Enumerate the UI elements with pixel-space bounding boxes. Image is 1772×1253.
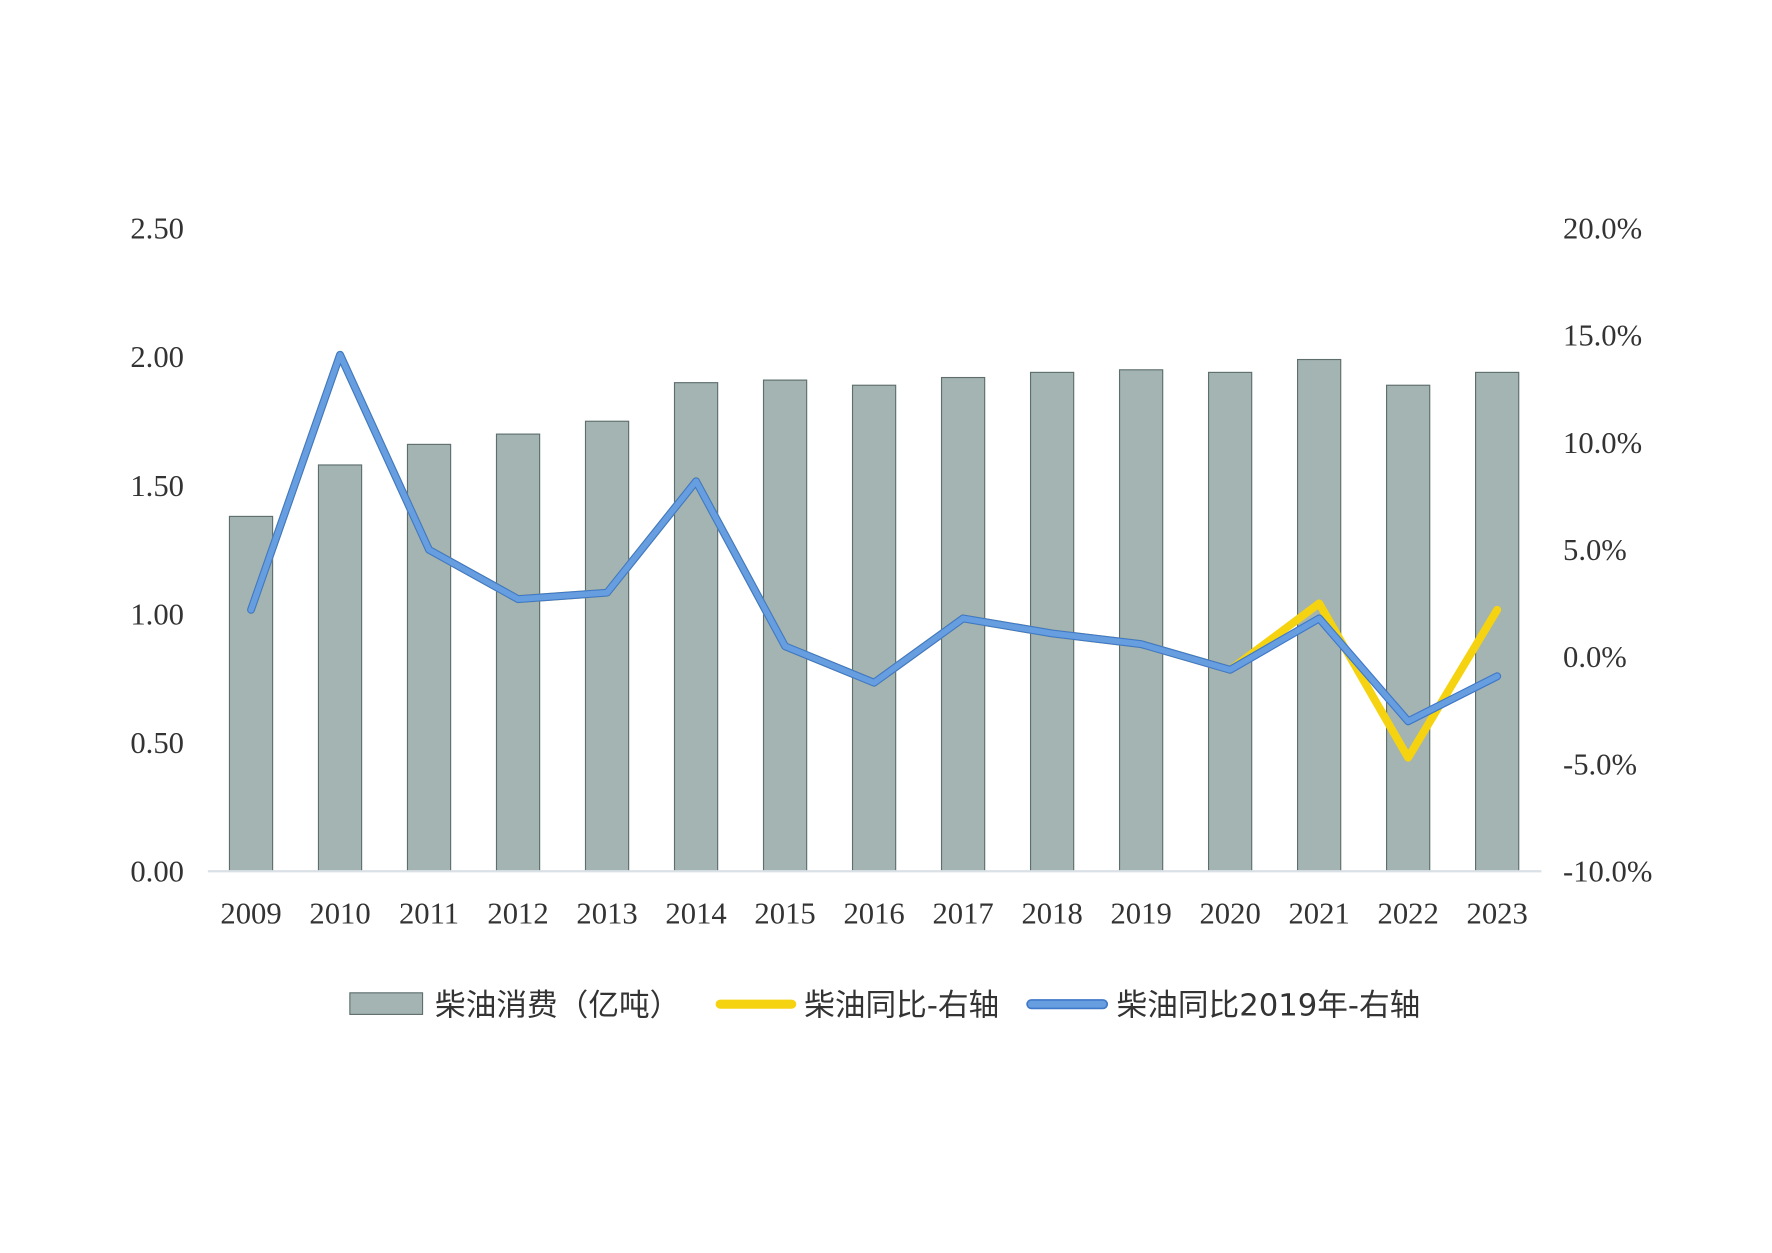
x-tick-label: 2010	[309, 897, 370, 931]
left-tick-label: 1.50	[130, 469, 184, 503]
bar-2012	[495, 433, 541, 872]
bar-2018	[1029, 371, 1075, 872]
bar-2020	[1207, 371, 1253, 872]
left-tick-label: 2.00	[130, 340, 184, 374]
bar-2023	[1475, 371, 1520, 872]
left-tick-label: 2.50	[130, 212, 184, 246]
left-tick-label: 0.50	[130, 726, 184, 760]
legend-swatch-bar	[349, 992, 424, 1015]
right-tick-label: 20.0%	[1563, 212, 1642, 246]
left-tick-label: 0.00	[130, 855, 184, 889]
left-axis-ticks: 0.00 0.50 1.00 1.50 2.00 2.50	[130, 212, 184, 889]
right-tick-label: 10.0%	[1563, 426, 1642, 460]
bar-2013	[584, 420, 630, 872]
x-tick-label: 2011	[399, 897, 459, 931]
bar-series	[228, 358, 1520, 872]
x-tick-label: 2016	[843, 897, 904, 931]
x-tick-label: 2020	[1199, 897, 1260, 931]
right-tick-label: 5.0%	[1563, 533, 1627, 567]
x-tick-label: 2015	[754, 897, 815, 931]
x-tick-label: 2017	[932, 897, 993, 931]
legend-label-vs2019: 柴油同比2019年-右轴	[1117, 989, 1421, 1024]
x-tick-label: 2014	[665, 897, 726, 931]
x-tick-label: 2019	[1110, 897, 1171, 931]
x-tick-label: 2018	[1021, 897, 1082, 931]
x-tick-label: 2012	[487, 897, 548, 931]
left-tick-label: 1.00	[130, 597, 184, 631]
right-tick-label: -10.0%	[1563, 855, 1652, 889]
bar-2016	[851, 384, 897, 872]
legend: 柴油消费（亿吨） 柴油同比-右轴 柴油同比2019年-右轴	[349, 989, 1421, 1024]
bar-2022	[1385, 384, 1431, 872]
bar-2010	[317, 464, 363, 872]
x-tick-label: 2021	[1288, 897, 1349, 931]
x-tick-label: 2023	[1467, 897, 1528, 931]
right-axis-ticks: -10.0% -5.0% 0.0% 5.0% 10.0% 15.0% 20.0%	[1563, 212, 1652, 889]
right-tick-label: 15.0%	[1563, 319, 1642, 353]
line-series	[247, 350, 1502, 762]
legend-label-yoy: 柴油同比-右轴	[804, 989, 999, 1024]
right-tick-label: 0.0%	[1563, 640, 1627, 674]
x-tick-label: 2022	[1377, 897, 1438, 931]
x-axis-ticks: 2009 2010 2011 2012 2013 2014 2015 2016 2017 2018…	[220, 897, 1527, 931]
legend-label-consumption: 柴油消费（亿吨）	[435, 989, 680, 1024]
x-tick-label: 2009	[220, 897, 281, 931]
right-tick-label: -5.0%	[1563, 747, 1637, 781]
bar-2014	[673, 382, 719, 872]
x-tick-label: 2013	[576, 897, 637, 931]
bar-2019	[1118, 369, 1164, 872]
